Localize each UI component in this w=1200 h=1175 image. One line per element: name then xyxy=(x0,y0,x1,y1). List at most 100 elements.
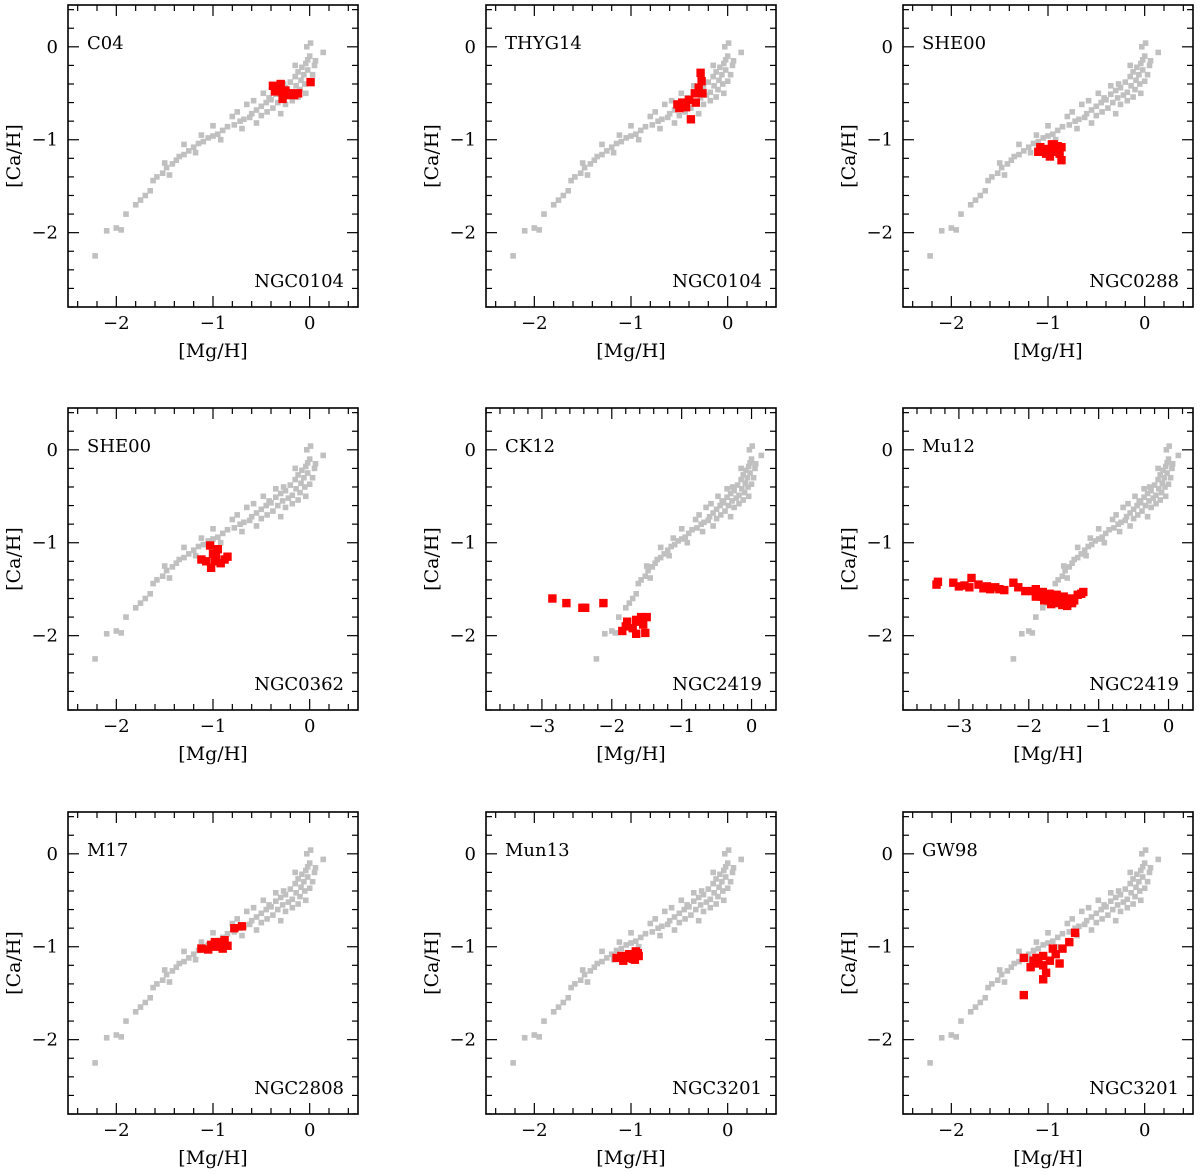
background-point xyxy=(1130,506,1137,513)
background-point xyxy=(1135,512,1141,518)
background-point xyxy=(231,525,238,531)
background-point xyxy=(1011,153,1017,160)
background-point xyxy=(510,253,516,259)
background-point xyxy=(738,476,744,483)
background-point xyxy=(210,123,216,129)
cluster-point xyxy=(1058,944,1067,953)
background-point xyxy=(982,188,988,194)
background-point xyxy=(163,567,170,574)
background-point xyxy=(671,107,678,113)
background-point xyxy=(1115,81,1122,87)
y-axis-label: [Ca/H] xyxy=(838,124,860,188)
background-point xyxy=(635,136,642,143)
background-point xyxy=(198,132,205,138)
cluster-point xyxy=(1029,956,1038,965)
background-point xyxy=(699,528,706,535)
background-point xyxy=(200,541,207,548)
background-point xyxy=(1081,547,1088,553)
background-point xyxy=(302,81,308,87)
background-point xyxy=(301,878,307,885)
background-point xyxy=(670,535,677,541)
cluster-point xyxy=(1070,928,1080,937)
background-point xyxy=(241,116,247,123)
background-point xyxy=(1098,906,1104,913)
background-point xyxy=(1141,53,1148,59)
background-point xyxy=(1074,554,1081,561)
background-point xyxy=(1108,91,1114,97)
background-point xyxy=(1105,105,1111,111)
panel-2: −2 −1 0 −2 −1 0 [Mg/H] [Ca/H] THYG14 NGC0104 xyxy=(421,4,777,362)
background-point xyxy=(1139,851,1145,857)
cluster-point xyxy=(639,620,648,629)
x-tick-label: −3 xyxy=(946,716,973,737)
background-point xyxy=(722,67,729,73)
reference-label: Mun13 xyxy=(505,840,570,861)
background-point xyxy=(1161,474,1168,481)
background-point xyxy=(186,148,192,154)
x-tick-label: −1 xyxy=(200,716,227,737)
background-point xyxy=(676,910,683,917)
background-point xyxy=(541,211,547,217)
background-point xyxy=(1164,460,1170,466)
background-point xyxy=(163,971,170,978)
background-point xyxy=(92,1060,98,1066)
cluster-point xyxy=(281,86,290,95)
background-point xyxy=(678,526,685,532)
cluster-point xyxy=(617,951,626,961)
cluster-label: NGC2419 xyxy=(672,674,762,695)
background-point xyxy=(287,482,294,488)
background-point xyxy=(289,97,296,104)
background-point xyxy=(698,888,705,894)
background-point xyxy=(1120,92,1127,98)
background-point xyxy=(260,493,267,500)
background-point xyxy=(998,971,1005,978)
background-point xyxy=(1127,523,1133,529)
background-point xyxy=(219,127,226,134)
background-point xyxy=(169,968,176,974)
background-point xyxy=(676,919,683,926)
cluster-point xyxy=(1057,143,1066,152)
background-point xyxy=(1141,486,1147,492)
background-point xyxy=(258,506,265,513)
x-tick-label: 0 xyxy=(746,716,757,737)
background-point xyxy=(747,460,753,466)
background-point xyxy=(581,164,588,171)
background-point xyxy=(608,144,615,150)
background-point xyxy=(666,552,672,559)
cluster-point xyxy=(960,581,969,590)
background-point xyxy=(682,109,688,115)
background-point xyxy=(1112,87,1119,94)
background-point xyxy=(1088,107,1095,113)
background-point xyxy=(958,1018,964,1024)
background-point xyxy=(282,504,289,511)
background-point xyxy=(159,573,166,579)
background-point xyxy=(734,482,741,488)
background-point xyxy=(730,865,737,871)
background-point xyxy=(304,470,311,476)
background-point xyxy=(729,62,736,69)
background-point xyxy=(1064,575,1070,581)
background-point xyxy=(237,521,243,527)
background-point xyxy=(275,99,281,106)
background-point xyxy=(664,921,671,928)
background-point xyxy=(1169,465,1175,472)
background-point xyxy=(1085,904,1092,911)
background-point xyxy=(312,461,319,467)
x-tick-label: −2 xyxy=(103,313,130,334)
cluster-label: NGC0362 xyxy=(254,674,344,695)
background-point xyxy=(219,530,226,537)
background-point xyxy=(250,904,257,911)
background-point xyxy=(703,504,709,511)
x-axis-label: [Mg/H] xyxy=(178,340,247,362)
y-tick-label: −1 xyxy=(31,130,58,151)
background-point xyxy=(248,110,255,117)
background-point xyxy=(725,40,732,46)
background-point xyxy=(289,500,296,507)
background-point xyxy=(695,917,702,924)
background-point xyxy=(303,60,309,67)
background-point xyxy=(113,1032,120,1038)
background-point xyxy=(748,481,755,487)
background-point xyxy=(1138,90,1144,97)
background-point xyxy=(311,62,318,69)
cluster-point xyxy=(612,953,621,963)
